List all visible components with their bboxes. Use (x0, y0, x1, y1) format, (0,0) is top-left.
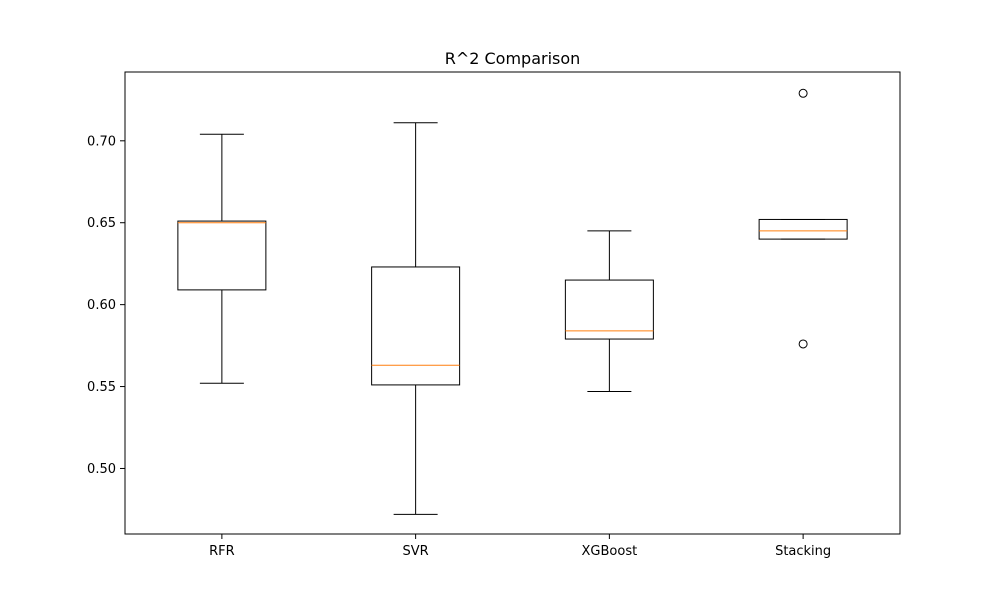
x-tick-label: SVR (403, 544, 429, 559)
box-rfr (177, 220, 267, 291)
x-tick-label: XGBoost (582, 544, 638, 559)
box-svr (371, 266, 461, 386)
plot-area: 0.50 0.55 0.60 0.65 0.70 RFR SVR XGBoost Stackin… (87, 88, 848, 559)
chart-title: R^2 Comparison (445, 49, 581, 68)
box-xgboost (564, 279, 654, 340)
x-tick-label: RFR (209, 544, 235, 559)
outlier-stacking (798, 88, 808, 98)
axes-frame (124, 71, 901, 535)
y-tick-label: 0.50 (87, 462, 116, 477)
y-tick-label: 0.70 (87, 134, 116, 149)
y-tick-label: 0.65 (87, 216, 116, 231)
outlier-stacking (798, 339, 808, 349)
y-tick-label: 0.55 (87, 380, 116, 395)
x-tick-label: Stacking (775, 544, 831, 559)
y-tick-label: 0.60 (87, 298, 116, 313)
box-stacking (758, 218, 848, 240)
